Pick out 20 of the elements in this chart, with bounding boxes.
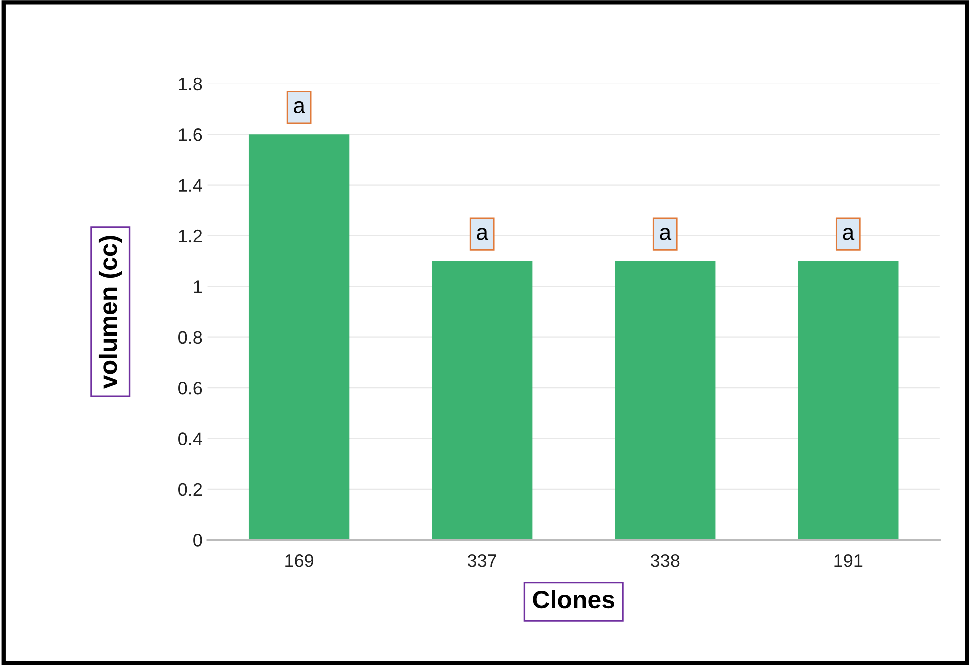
y-tick-label: 1.8 — [179, 78, 202, 91]
y-tick-label: 1.6 — [179, 128, 202, 142]
y-tick-label: 0.8 — [178, 331, 202, 344]
x-tick-label: 191 — [834, 554, 863, 568]
annotation: a — [843, 228, 855, 240]
y-tick-label: 0.2 — [178, 483, 202, 496]
y-tick-label: 1.2 — [179, 230, 202, 243]
y-tick-label: 0.4 — [178, 432, 202, 446]
y-tick-label: 0.6 — [178, 382, 202, 395]
y-tick-label: 1.4 — [179, 179, 202, 192]
y-tick-label: 1 — [194, 280, 202, 294]
x-tick-label: 337 — [468, 554, 496, 568]
y-axis-title: volumen (cc) — [98, 236, 122, 390]
annotation: a — [477, 228, 489, 240]
annotation: a — [660, 228, 672, 240]
annotation: a — [294, 101, 306, 114]
x-tick-label: 169 — [286, 554, 314, 568]
y-tick-label: 0 — [194, 534, 202, 547]
x-tick-label: 338 — [651, 554, 680, 568]
x-axis-title: Clones — [533, 590, 615, 609]
